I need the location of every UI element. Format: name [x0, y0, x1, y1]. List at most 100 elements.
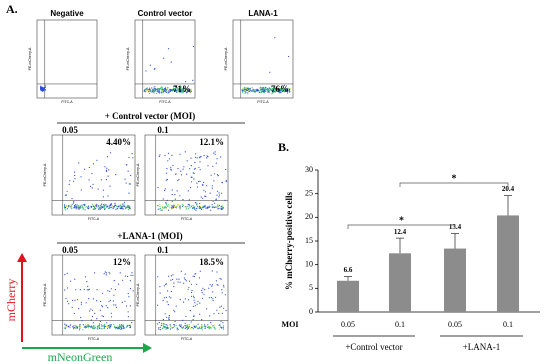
- event-dot: [157, 186, 159, 189]
- event-dot: [129, 288, 132, 290]
- event-dot: [249, 90, 251, 92]
- event-dot: [278, 91, 280, 93]
- event-dot: [220, 305, 222, 307]
- event-dot: [98, 324, 100, 327]
- event-dot: [159, 203, 161, 205]
- event-dot: [159, 87, 161, 89]
- event-dot: [87, 285, 89, 288]
- event-dot: [74, 278, 76, 280]
- y-axis-label: PE-mCherry-A: [136, 283, 140, 306]
- event-dot: [243, 90, 245, 92]
- event-dot: [193, 297, 195, 299]
- event-dot: [72, 207, 74, 209]
- event-dot: [222, 207, 224, 209]
- event-dot: [182, 198, 184, 201]
- event-dot: [80, 189, 82, 191]
- event-dot: [202, 184, 204, 186]
- event-dot: [225, 168, 227, 171]
- event-dot: [184, 89, 186, 91]
- event-dot: [279, 90, 281, 92]
- event-dot: [181, 326, 183, 328]
- event-dot: [77, 207, 79, 209]
- event-dot: [216, 190, 219, 192]
- moi-label: 0.1: [157, 125, 169, 135]
- event-dot: [94, 272, 96, 274]
- event-dot: [91, 309, 94, 311]
- event-dot: [97, 208, 99, 210]
- event-dot: [125, 207, 127, 209]
- event-dot: [185, 280, 187, 282]
- event-dot: [189, 327, 192, 329]
- event-dot: [185, 206, 187, 208]
- event-dot: [177, 329, 179, 331]
- event-dot: [186, 91, 188, 93]
- event-dot: [213, 313, 215, 315]
- event-dot: [173, 309, 175, 311]
- event-dot: [80, 301, 82, 303]
- event-dot: [199, 205, 201, 207]
- event-dot: [267, 90, 269, 93]
- event-dot: [114, 202, 116, 204]
- event-dot: [203, 189, 205, 191]
- event-dot: [96, 203, 98, 205]
- event-dot: [192, 295, 195, 297]
- event-dot: [164, 87, 166, 90]
- event-dot: [156, 88, 158, 90]
- event-dot: [101, 203, 103, 205]
- event-dot: [164, 188, 166, 190]
- event-dot: [194, 208, 196, 210]
- event-dot: [189, 280, 191, 282]
- event-dot: [153, 87, 155, 89]
- event-dot: [89, 310, 91, 312]
- event-dot: [187, 324, 189, 326]
- event-dot: [63, 205, 66, 207]
- event-dot: [194, 305, 196, 307]
- event-dot: [186, 328, 188, 330]
- event-dot: [192, 328, 194, 330]
- event-dot: [203, 325, 205, 327]
- event-dot: [268, 89, 270, 91]
- event-dot: [92, 325, 95, 327]
- event-dot: [92, 327, 94, 329]
- event-dot: [224, 199, 226, 201]
- plot-title: LANA-1: [248, 9, 278, 18]
- event-dot: [201, 327, 203, 329]
- event-dot: [165, 207, 167, 209]
- event-dot: [278, 89, 280, 91]
- event-dot: [76, 204, 79, 206]
- event-dot: [128, 296, 130, 298]
- event-dot: [225, 179, 227, 182]
- event-dot: [184, 325, 186, 327]
- event-dot: [288, 91, 290, 93]
- event-dot: [211, 187, 213, 189]
- event-dot: [73, 312, 75, 315]
- event-dot: [166, 204, 168, 206]
- event-dot: [143, 86, 145, 88]
- event-dot: [75, 325, 77, 327]
- event-dot: [179, 298, 181, 301]
- event-dot: [170, 167, 172, 169]
- event-dot: [64, 274, 66, 276]
- event-dot: [159, 154, 161, 156]
- event-dot: [172, 164, 174, 166]
- event-dot: [158, 327, 160, 329]
- event-dot: [99, 309, 101, 311]
- event-dot: [100, 204, 102, 207]
- event-dot: [106, 325, 108, 327]
- event-dot: [166, 316, 168, 318]
- event-dot: [218, 328, 220, 330]
- event-dot: [181, 89, 183, 91]
- event-dot: [108, 205, 110, 207]
- event-dot: [159, 326, 161, 328]
- event-dot: [216, 194, 218, 196]
- event-dot: [124, 178, 126, 180]
- event-dot: [174, 198, 176, 200]
- event-dot: [198, 166, 200, 168]
- event-dot: [258, 90, 260, 92]
- y-tick-label: 15: [305, 236, 313, 245]
- event-dot: [102, 325, 104, 327]
- event-dot: [190, 321, 192, 323]
- event-dot: [199, 270, 201, 272]
- bar: [337, 280, 359, 312]
- event-dot: [168, 205, 171, 207]
